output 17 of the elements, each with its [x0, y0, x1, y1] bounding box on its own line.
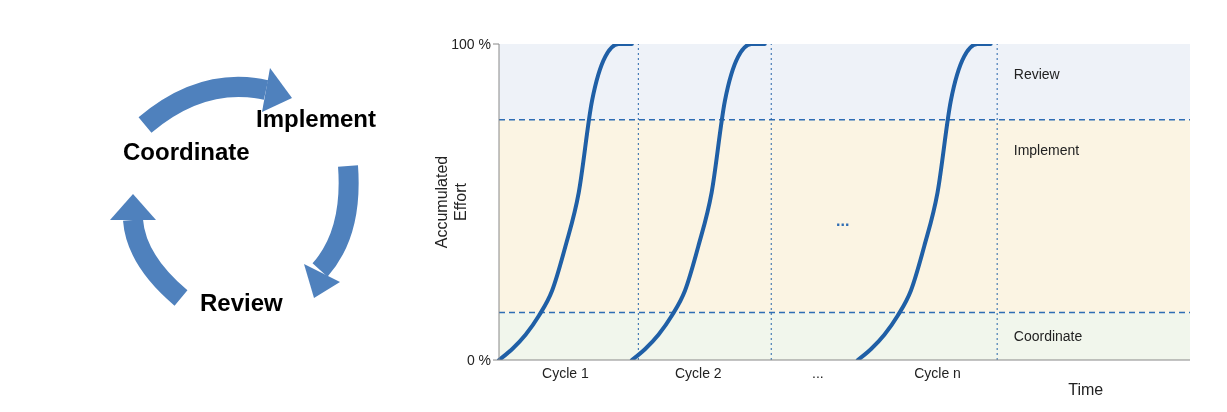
band-label: Review	[1013, 66, 1061, 82]
y-tick-label: 0 %	[466, 351, 491, 368]
x-tick-label: Cycle 1	[542, 364, 589, 381]
x-tick-label: ...	[812, 364, 824, 381]
text: Review	[200, 289, 284, 316]
line-series	[629, 44, 767, 360]
text: Implement	[256, 105, 377, 132]
y-axis-title: Accumulated Effort	[433, 155, 469, 249]
x-tick-label: Cycle n	[914, 364, 961, 381]
annotation: ...	[836, 212, 850, 230]
x-tick-label: Cycle 2	[674, 364, 722, 381]
x-axis-title: Time	[1068, 381, 1104, 398]
y-tick-label: 100 %	[451, 35, 491, 52]
line-series	[855, 44, 993, 360]
band-label: Coordinate	[1013, 328, 1083, 345]
text: Coordinate	[123, 138, 250, 165]
band-label: Implement	[1013, 141, 1080, 158]
